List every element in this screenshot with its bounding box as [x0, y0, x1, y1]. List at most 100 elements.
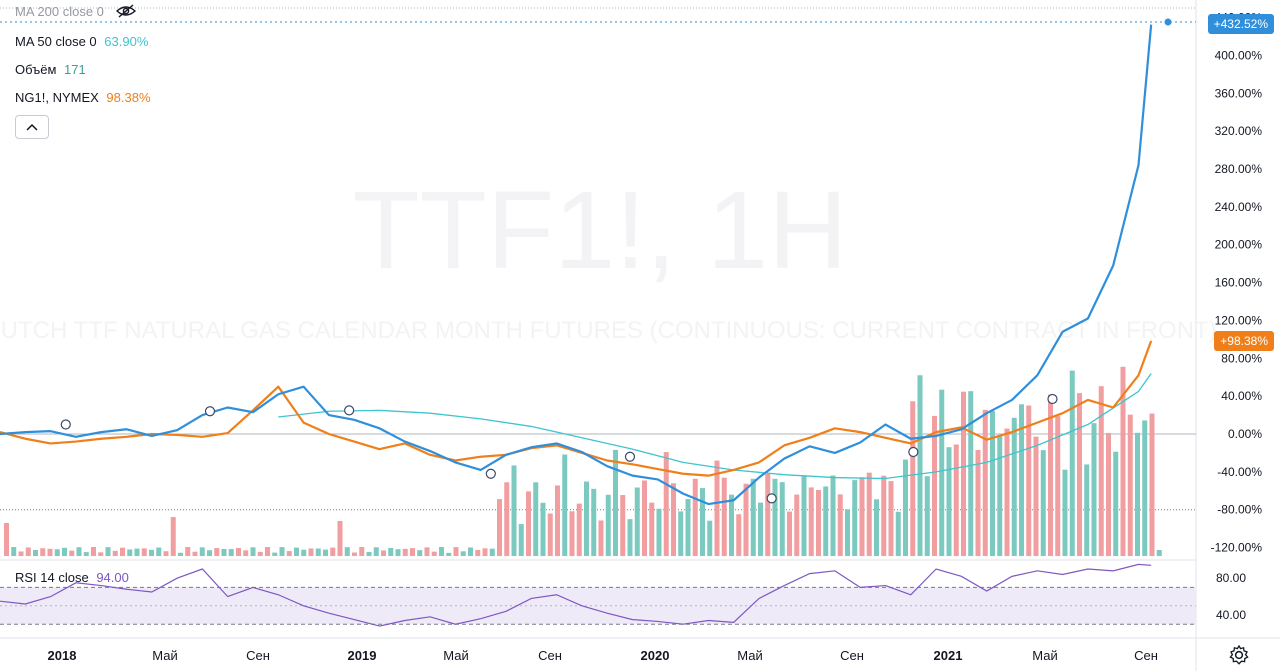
chevron-up-icon: [26, 123, 38, 131]
volume-bar: [953, 444, 959, 556]
volume-bar: [47, 548, 53, 556]
volume-bar: [555, 485, 560, 556]
volume-bar: [518, 524, 524, 556]
volume-bar: [605, 494, 611, 556]
volume-bar: [721, 477, 727, 556]
volume-bar: [598, 520, 604, 556]
volume-bar: [671, 483, 676, 556]
volume-bar: [968, 391, 974, 556]
volume-bar: [112, 550, 118, 556]
y-axis-label: 360.00%: [1215, 86, 1263, 100]
volume-bar: [18, 551, 24, 556]
legend-volume[interactable]: Объём 171: [15, 62, 86, 77]
volume-bar: [526, 491, 531, 556]
volume-bar: [141, 548, 147, 556]
gear-icon[interactable]: [1228, 644, 1250, 666]
rsi-axis-label: 80.00: [1216, 571, 1246, 585]
volume-bar: [837, 494, 843, 556]
volume-bar: [511, 465, 517, 556]
volume-bar: [301, 549, 307, 556]
legend-ng-value: 98.38%: [106, 90, 151, 105]
volume-bar: [1149, 413, 1155, 556]
volume-bar: [649, 502, 655, 556]
volume-bar: [830, 475, 836, 556]
volume-bar: [859, 477, 865, 556]
volume-bar: [961, 391, 966, 556]
volume-bar: [410, 548, 415, 556]
y-axis-label: 80.00%: [1221, 351, 1262, 365]
y-axis-label: -40.00%: [1217, 465, 1262, 479]
event-marker: [485, 468, 496, 479]
volume-bar: [105, 547, 111, 556]
y-axis-label: 200.00%: [1215, 238, 1263, 252]
volume-bar: [1033, 436, 1039, 556]
volume-bar: [279, 547, 285, 556]
volume-bar: [446, 552, 452, 556]
volume-bar: [439, 547, 444, 556]
volume-bar: [794, 494, 800, 556]
legend-rsi[interactable]: RSI 14 close 94.00: [15, 570, 129, 585]
volume-bar: [156, 547, 162, 556]
volume-bar: [779, 482, 785, 556]
volume-bar: [395, 549, 401, 556]
volume-bar: [642, 480, 647, 556]
volume-bar: [359, 547, 365, 556]
y-axis-label: 320.00%: [1215, 124, 1263, 138]
volume-bar: [33, 550, 38, 556]
y-axis-label: 160.00%: [1215, 276, 1263, 290]
volume-bar: [91, 547, 96, 556]
volume-bar: [866, 472, 872, 556]
volume-bar: [1120, 366, 1126, 556]
volume-bar: [743, 483, 749, 556]
volume-bar: [707, 520, 713, 556]
volume-bar: [787, 511, 792, 556]
legend-ma50-name: MA 50 close 0: [15, 34, 97, 49]
volume-bar: [431, 551, 437, 556]
volume-bar: [714, 460, 720, 556]
volume-bar: [808, 487, 814, 556]
volume-bar: [845, 509, 850, 556]
volume-bar: [482, 548, 488, 556]
ng-last-price-badge: +98.38%: [1214, 331, 1274, 351]
y-axis-label: 40.00%: [1221, 389, 1262, 403]
volume-bar: [975, 449, 981, 556]
volume-bar: [475, 549, 481, 556]
watermark-symbol: TTF1!, 1Н: [352, 169, 847, 292]
legend-ma50[interactable]: MA 50 close 0 63.90%: [15, 34, 148, 49]
collapse-legend-button[interactable]: [15, 115, 49, 139]
volume-bar: [424, 547, 430, 556]
volume-bar: [627, 519, 633, 556]
x-axis-label: 2018: [48, 648, 77, 663]
volume-bar: [315, 548, 321, 556]
volume-bar: [62, 547, 67, 556]
x-axis-label: 2019: [348, 648, 377, 663]
legend-rsi-value: 94.00: [96, 570, 129, 585]
legend-ng[interactable]: NG1!, NYMEX 98.38%: [15, 90, 151, 105]
volume-bar: [417, 550, 423, 556]
rsi-axis-label: 40.00: [1216, 608, 1246, 622]
x-axis-label: Май: [737, 648, 762, 663]
volume-bar: [1026, 405, 1032, 556]
legend-ma200[interactable]: MA 200 close 0: [15, 4, 136, 19]
volume-bar: [344, 547, 350, 556]
volume-bar: [236, 547, 241, 556]
volume-bar: [207, 550, 212, 556]
volume-bar: [685, 499, 691, 556]
volume-bar: [910, 401, 916, 556]
volume-bar: [816, 490, 821, 556]
volume-bar: [569, 511, 575, 556]
y-axis-label: 120.00%: [1215, 313, 1263, 327]
volume-bar: [1098, 386, 1104, 556]
volume-bar: [221, 548, 227, 556]
volume-bar: [98, 552, 104, 556]
volume-bar: [272, 552, 278, 556]
volume-bar: [1135, 432, 1140, 556]
volume-bar: [83, 552, 89, 556]
x-axis-label: 2020: [641, 648, 670, 663]
volume-bar: [352, 552, 357, 556]
eye-hidden-icon[interactable]: [115, 4, 136, 18]
event-marker: [624, 451, 636, 462]
volume-bar: [692, 478, 698, 556]
